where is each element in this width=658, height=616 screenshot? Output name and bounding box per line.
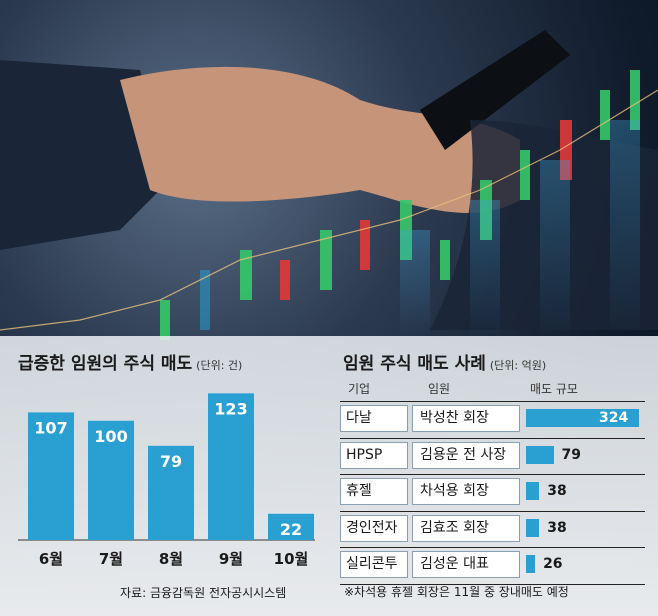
header-company: 기업 <box>348 382 371 396</box>
sale-size-bar <box>526 482 540 500</box>
x-tick-label: 10월 <box>274 550 309 568</box>
x-tick-label: 8월 <box>159 550 183 568</box>
executive-cell-bg <box>412 442 520 469</box>
bar-value-label: 123 <box>214 399 247 418</box>
x-tick-label: 7월 <box>99 550 123 568</box>
company-cell-bg <box>340 405 408 432</box>
bar-value-label: 22 <box>280 520 302 539</box>
left-chart-unit: (단위: 건) <box>196 359 243 372</box>
right-table-title: 임원 주식 매도 사례 (단위: 억원) <box>343 349 546 374</box>
monthly-sales-bar-chart: 107 6월 100 7월 79 8월 123 9월 22 10월 <box>18 393 315 568</box>
executive-name: 차석용 회장 <box>420 483 489 499</box>
row-divider <box>340 474 645 475</box>
executive-name: 김효조 회장 <box>420 520 489 536</box>
bar-8월 <box>148 445 194 540</box>
right-table-unit: (단위: 억원) <box>489 359 547 372</box>
row-divider <box>340 511 645 512</box>
executive-name: 김성운 대표 <box>420 556 489 572</box>
x-tick-label: 9월 <box>219 550 243 568</box>
sale-size-bar <box>526 519 540 537</box>
header-sale-size: 매도 규모 <box>530 382 578 396</box>
bar-value-label: 100 <box>94 427 127 446</box>
sale-size-value: 38 <box>547 520 567 536</box>
sale-size-bar <box>526 446 554 464</box>
source-note: 자료: 금융감독원 전자공시시스템 <box>120 586 287 600</box>
background-blue-columns <box>400 120 640 340</box>
bar-7월 <box>88 420 134 540</box>
sale-size-value: 26 <box>543 556 563 572</box>
company-cell-bg <box>340 442 408 469</box>
sale-size-value: 79 <box>561 447 582 463</box>
sale-size-value: 324 <box>599 410 629 426</box>
company-cell-bg <box>340 515 408 542</box>
sale-size-bar <box>526 409 639 427</box>
bar-value-label: 107 <box>34 418 67 437</box>
company-name: 경인전자 <box>346 520 398 536</box>
row-divider <box>340 547 645 548</box>
sale-size-value: 38 <box>547 483 567 499</box>
bar-value-label: 79 <box>160 452 182 471</box>
row-divider <box>340 584 645 585</box>
executive-name: 김용운 전 사장 <box>420 447 507 463</box>
header-executive: 임원 <box>428 382 451 396</box>
company-name: HPSP <box>346 447 383 463</box>
row-divider <box>340 438 645 439</box>
executive-name: 박성찬 회장 <box>420 410 489 426</box>
bar-9월 <box>208 393 254 540</box>
left-chart-title-text: 급증한 임원의 주식 매도 <box>18 354 193 374</box>
hand-shape <box>120 66 520 213</box>
bar-6월 <box>28 412 74 540</box>
company-name: 휴젤 <box>346 483 372 499</box>
company-cell-bg <box>340 551 408 578</box>
footnote: ※차석용 휴젤 회장은 11월 중 장내매도 예정 <box>344 585 569 599</box>
company-cell-bg <box>340 478 408 505</box>
executive-cell-bg <box>412 551 520 578</box>
trend-line <box>0 89 658 331</box>
executive-cell-bg <box>412 405 520 432</box>
company-name: 다날 <box>346 410 372 426</box>
sale-size-bar <box>526 555 536 573</box>
left-chart-title: 급증한 임원의 주식 매도 (단위: 건) <box>18 349 242 374</box>
phone-shape <box>420 30 570 150</box>
company-name: 실리콘투 <box>346 556 398 572</box>
bar-10월 <box>268 513 314 540</box>
executive-cell-bg <box>412 515 520 542</box>
executive-cell-bg <box>412 478 520 505</box>
row-divider <box>340 401 645 402</box>
x-tick-label: 6월 <box>39 550 63 568</box>
right-table-title-text: 임원 주식 매도 사례 <box>343 354 486 374</box>
